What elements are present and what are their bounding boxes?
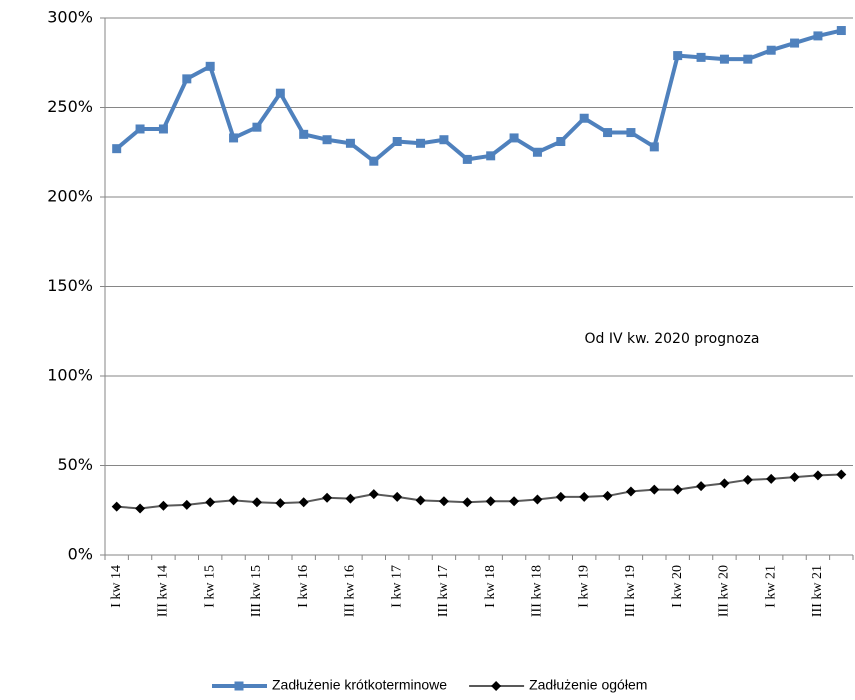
data-point xyxy=(229,133,239,143)
data-point xyxy=(696,52,706,62)
data-point xyxy=(322,492,333,503)
data-point xyxy=(158,500,169,511)
data-point xyxy=(181,499,192,510)
x-tick-label: III kw 15 xyxy=(249,565,264,617)
data-point xyxy=(672,484,683,495)
data-point xyxy=(673,51,683,61)
data-point xyxy=(743,54,753,64)
y-tick-label: 0% xyxy=(68,545,93,564)
data-point xyxy=(415,495,426,506)
legend-item: Zadłużenie krótkoterminowe xyxy=(212,677,447,693)
data-point xyxy=(579,491,590,502)
data-point xyxy=(836,469,847,480)
data-point xyxy=(416,138,426,148)
data-point xyxy=(813,31,823,41)
data-point xyxy=(555,491,566,502)
x-tick-label: I kw 20 xyxy=(670,565,685,608)
data-point xyxy=(369,156,379,166)
data-point xyxy=(205,497,216,508)
data-point xyxy=(485,496,496,507)
data-point xyxy=(626,128,636,138)
legend-label: Zadłużenie ogółem xyxy=(529,677,647,693)
legend-label: Zadłużenie krótkoterminowe xyxy=(272,677,447,693)
data-point xyxy=(299,129,309,139)
data-point xyxy=(392,137,402,147)
x-tick-label: III kw 14 xyxy=(156,565,171,617)
data-point xyxy=(556,137,566,147)
series-line xyxy=(115,28,842,164)
data-point xyxy=(696,481,707,492)
x-tick-label: I kw 21 xyxy=(763,565,778,608)
x-tick-label: I kw 19 xyxy=(576,565,591,608)
x-tick-label: I kw 15 xyxy=(202,565,217,608)
annotation: Od IV kw. 2020 prognoza xyxy=(585,331,760,347)
data-point xyxy=(649,484,660,495)
data-point xyxy=(205,61,215,71)
data-point xyxy=(766,473,777,484)
x-tick-label: III kw 21 xyxy=(810,565,825,617)
data-point xyxy=(486,151,496,161)
data-point xyxy=(625,486,636,497)
series-line xyxy=(116,473,842,510)
data-point xyxy=(298,497,309,508)
legend-item: Zadłużenie ogółem xyxy=(469,677,647,693)
data-point xyxy=(579,113,589,123)
x-tick-label: I kw 18 xyxy=(483,565,498,608)
x-tick-label: I kw 16 xyxy=(296,565,311,608)
data-point xyxy=(532,494,543,505)
data-point xyxy=(275,498,286,509)
data-point xyxy=(719,478,730,489)
y-tick-label: 300% xyxy=(47,8,93,27)
data-point xyxy=(135,124,145,134)
y-tick-label: 250% xyxy=(47,97,93,116)
x-tick-label: III kw 20 xyxy=(717,565,732,617)
data-point xyxy=(462,154,472,164)
data-point xyxy=(228,495,239,506)
data-point xyxy=(649,142,659,152)
data-point xyxy=(368,489,379,500)
data-point xyxy=(602,490,613,501)
data-point xyxy=(509,133,519,143)
data-point xyxy=(345,493,356,504)
data-point xyxy=(251,497,262,508)
data-point xyxy=(812,470,823,481)
data-point xyxy=(112,144,122,154)
data-point xyxy=(790,38,800,48)
data-point xyxy=(158,124,168,134)
data-point xyxy=(509,496,520,507)
data-point xyxy=(766,45,776,55)
data-point xyxy=(789,472,800,483)
x-tick-label: I kw 17 xyxy=(389,565,404,608)
data-point xyxy=(532,147,542,157)
x-tick-label: III kw 19 xyxy=(623,565,638,617)
data-point xyxy=(111,501,122,512)
data-point xyxy=(719,54,729,64)
data-point xyxy=(392,491,403,502)
data-point xyxy=(836,26,846,36)
data-point xyxy=(439,135,449,145)
data-point xyxy=(603,128,613,138)
x-tick-label: I kw 14 xyxy=(109,565,124,608)
data-point xyxy=(345,138,355,148)
data-point xyxy=(438,496,449,507)
data-point xyxy=(462,497,473,508)
data-point xyxy=(252,122,262,132)
y-tick-label: 200% xyxy=(47,187,93,206)
data-point xyxy=(322,135,332,145)
x-tick-label: III kw 18 xyxy=(530,565,545,617)
legend-marker xyxy=(491,681,502,691)
x-tick-label: III kw 16 xyxy=(343,565,358,617)
data-point xyxy=(182,74,192,84)
legend-marker xyxy=(234,681,244,691)
data-point xyxy=(135,503,146,514)
y-tick-label: 150% xyxy=(47,276,93,295)
x-tick-label: III kw 17 xyxy=(436,565,451,617)
y-tick-label: 100% xyxy=(47,366,93,385)
y-tick-label: 50% xyxy=(57,455,93,474)
data-point xyxy=(742,474,753,485)
data-point xyxy=(275,88,285,98)
